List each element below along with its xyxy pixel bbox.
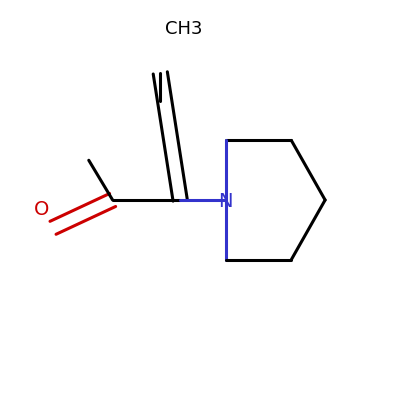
Text: O: O [34, 200, 49, 220]
Text: N: N [218, 192, 233, 212]
Text: CH3: CH3 [165, 20, 203, 38]
